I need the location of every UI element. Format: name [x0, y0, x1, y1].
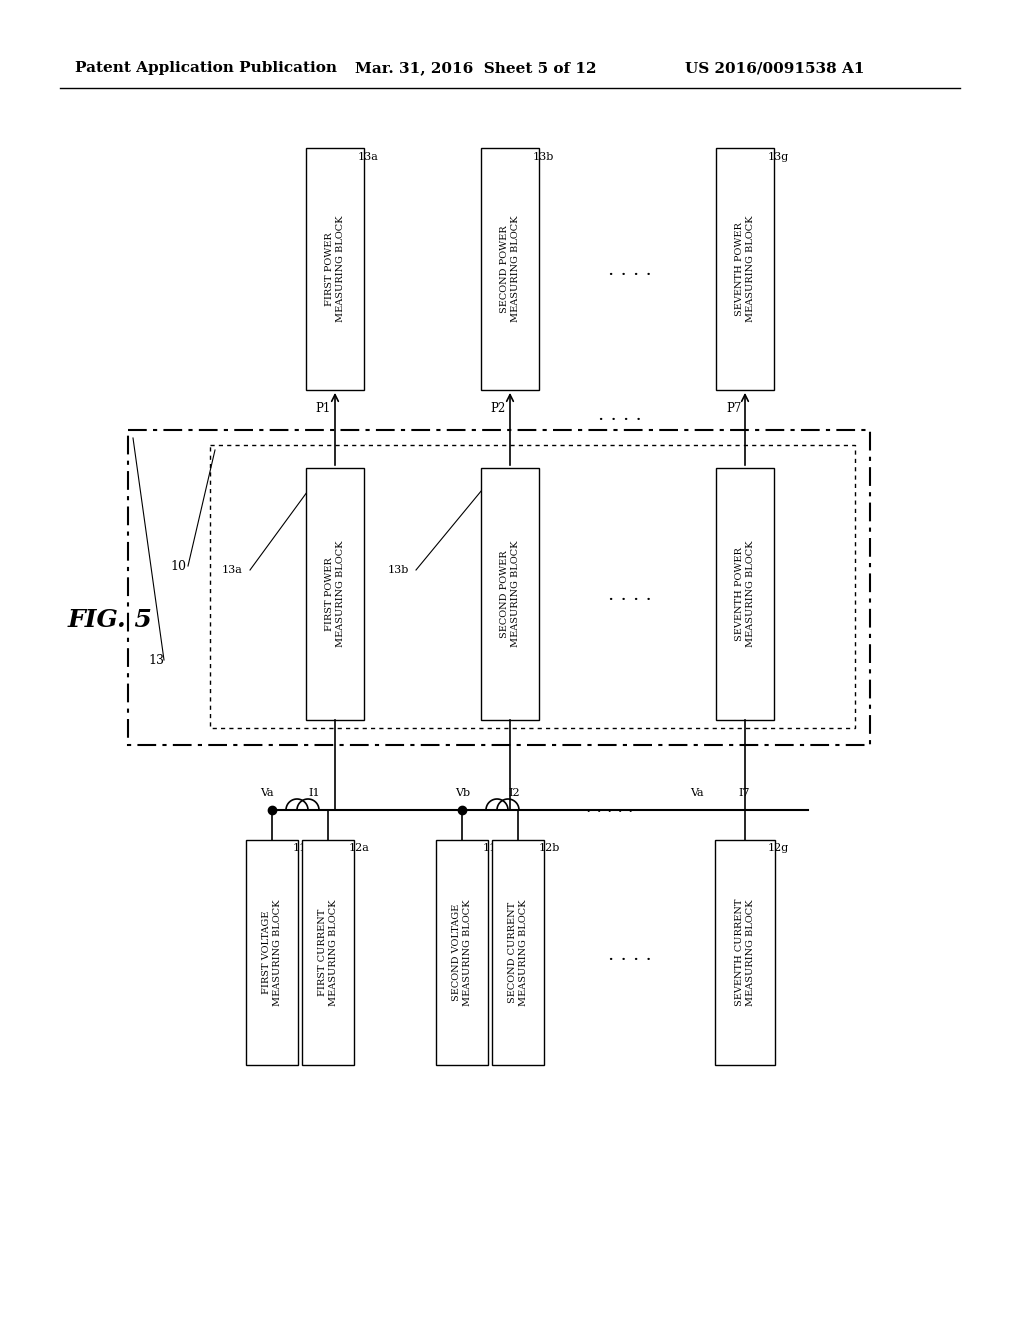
Text: SEVENTH POWER
MEASURING BLOCK: SEVENTH POWER MEASURING BLOCK — [734, 215, 756, 322]
Text: I2: I2 — [508, 788, 519, 799]
Text: Patent Application Publication: Patent Application Publication — [75, 61, 337, 75]
Bar — [436, 840, 488, 1065]
Text: SECOND POWER
MEASURING BLOCK: SECOND POWER MEASURING BLOCK — [500, 541, 520, 647]
Text: Va: Va — [260, 788, 273, 799]
Text: SECOND CURRENT
MEASURING BLOCK: SECOND CURRENT MEASURING BLOCK — [508, 899, 528, 1006]
Text: SEVENTH CURRENT
MEASURING BLOCK: SEVENTH CURRENT MEASURING BLOCK — [734, 899, 756, 1006]
Text: . . . .: . . . . — [598, 407, 642, 424]
Text: 12b: 12b — [539, 843, 560, 853]
Text: I1: I1 — [308, 788, 319, 799]
Bar — [302, 840, 354, 1065]
Bar — [481, 148, 539, 389]
Text: 13a: 13a — [358, 152, 379, 162]
Bar — [306, 148, 364, 389]
Text: 12a: 12a — [349, 843, 370, 853]
Text: FIRST CURRENT
MEASURING BLOCK: FIRST CURRENT MEASURING BLOCK — [317, 899, 338, 1006]
Bar — [246, 840, 298, 1065]
Bar — [716, 148, 774, 389]
Text: Va: Va — [690, 788, 703, 799]
Text: 13: 13 — [148, 653, 164, 667]
Text: SECOND VOLTAGE
MEASURING BLOCK: SECOND VOLTAGE MEASURING BLOCK — [452, 899, 472, 1006]
Text: . . . .: . . . . — [608, 261, 652, 279]
Bar — [716, 469, 774, 719]
Text: US 2016/0091538 A1: US 2016/0091538 A1 — [685, 61, 864, 75]
Bar — [492, 840, 544, 1065]
Text: 12g: 12g — [768, 843, 790, 853]
Text: SEVENTH POWER
MEASURING BLOCK: SEVENTH POWER MEASURING BLOCK — [734, 541, 756, 647]
Text: I7: I7 — [738, 788, 750, 799]
Text: Mar. 31, 2016  Sheet 5 of 12: Mar. 31, 2016 Sheet 5 of 12 — [355, 61, 597, 75]
Bar — [715, 840, 775, 1065]
Text: P1: P1 — [315, 401, 331, 414]
Text: . . . .: . . . . — [608, 946, 652, 964]
Text: FIRST POWER
MEASURING BLOCK: FIRST POWER MEASURING BLOCK — [325, 541, 345, 647]
Text: 10: 10 — [170, 560, 186, 573]
Text: FIRST VOLTAGE
MEASURING BLOCK: FIRST VOLTAGE MEASURING BLOCK — [261, 899, 283, 1006]
Text: Vb: Vb — [455, 788, 470, 799]
Text: 11b: 11b — [483, 843, 505, 853]
Text: . . . .: . . . . — [608, 586, 652, 605]
Text: SECOND POWER
MEASURING BLOCK: SECOND POWER MEASURING BLOCK — [500, 215, 520, 322]
Text: 13b: 13b — [388, 565, 410, 576]
Text: P7: P7 — [726, 401, 741, 414]
Text: 11a: 11a — [293, 843, 314, 853]
Text: 13g: 13g — [768, 152, 790, 162]
Text: FIG. 5: FIG. 5 — [68, 609, 153, 632]
Bar — [210, 445, 855, 729]
Bar — [306, 469, 364, 719]
Text: 13b: 13b — [534, 152, 554, 162]
Text: FIRST POWER
MEASURING BLOCK: FIRST POWER MEASURING BLOCK — [325, 215, 345, 322]
Bar — [481, 469, 539, 719]
Text: . . . . .: . . . . . — [587, 800, 634, 817]
Text: P2: P2 — [490, 401, 505, 414]
Text: 13a: 13a — [222, 565, 243, 576]
